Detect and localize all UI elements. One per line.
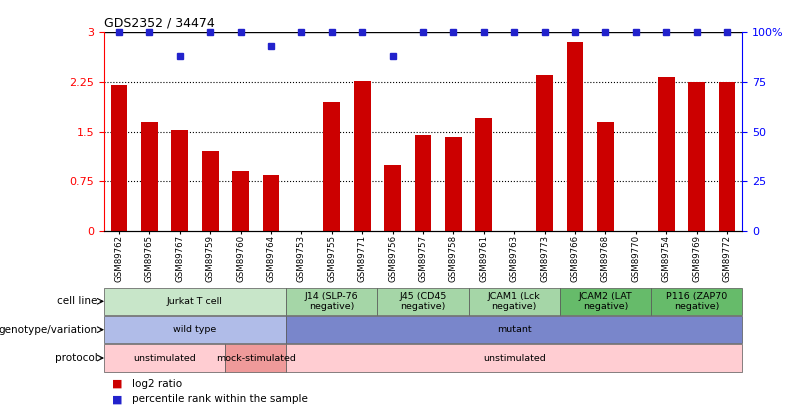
Text: genotype/variation: genotype/variation	[0, 325, 97, 335]
Text: mock-stimulated: mock-stimulated	[215, 354, 296, 362]
Bar	[597, 122, 614, 231]
Bar	[468, 288, 559, 315]
Text: JCAM2 (LAT
negative): JCAM2 (LAT negative)	[579, 292, 632, 311]
Bar	[536, 75, 553, 231]
Text: P116 (ZAP70
negative): P116 (ZAP70 negative)	[666, 292, 727, 311]
Bar	[232, 171, 249, 231]
Bar	[104, 344, 225, 372]
Text: J45 (CD45
negative): J45 (CD45 negative)	[399, 292, 447, 311]
Text: percentile rank within the sample: percentile rank within the sample	[132, 394, 307, 404]
Bar	[377, 288, 468, 315]
Bar	[104, 316, 286, 343]
Bar	[172, 130, 188, 231]
Bar	[111, 85, 128, 231]
Bar	[141, 122, 158, 231]
Bar	[202, 151, 219, 231]
Bar	[354, 81, 370, 231]
Text: wild type: wild type	[173, 325, 216, 334]
Bar	[286, 288, 377, 315]
Bar	[263, 175, 279, 231]
Bar	[323, 102, 340, 231]
Text: GDS2352 / 34474: GDS2352 / 34474	[104, 17, 215, 30]
Text: Jurkat T cell: Jurkat T cell	[167, 297, 223, 306]
Bar	[559, 288, 651, 315]
Text: mutant: mutant	[497, 325, 531, 334]
Bar	[286, 344, 742, 372]
Text: ■: ■	[112, 394, 122, 404]
Bar	[688, 82, 705, 231]
Text: log2 ratio: log2 ratio	[132, 379, 182, 389]
Bar	[476, 118, 492, 231]
Bar	[286, 316, 742, 343]
Bar	[658, 77, 674, 231]
Bar	[567, 43, 583, 231]
Text: cell line: cell line	[57, 296, 97, 306]
Bar	[445, 137, 462, 231]
Text: protocol: protocol	[54, 353, 97, 363]
Text: JCAM1 (Lck
negative): JCAM1 (Lck negative)	[488, 292, 540, 311]
Bar	[104, 288, 286, 315]
Bar	[415, 135, 431, 231]
Bar	[718, 82, 735, 231]
Text: unstimulated: unstimulated	[133, 354, 196, 362]
Bar	[225, 344, 286, 372]
Bar	[384, 165, 401, 231]
Text: unstimulated: unstimulated	[483, 354, 546, 362]
Text: ■: ■	[112, 379, 122, 389]
Text: J14 (SLP-76
negative): J14 (SLP-76 negative)	[305, 292, 358, 311]
Bar	[651, 288, 742, 315]
